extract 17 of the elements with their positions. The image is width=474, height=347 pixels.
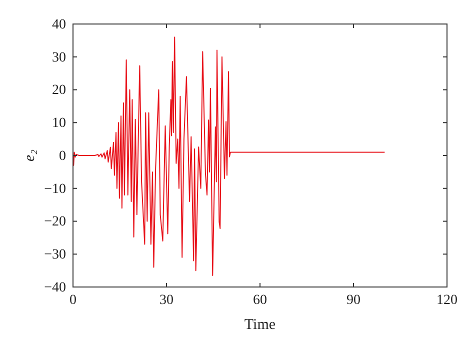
x-tick-label: 30 [160, 292, 174, 308]
y-tick-label: −40 [44, 280, 66, 296]
x-tick-label: 90 [346, 292, 360, 308]
line-series [72, 36, 386, 276]
y-axis-title: e₂ [22, 150, 38, 162]
x-tick-label: 60 [253, 292, 267, 308]
x-tick-label: 120 [436, 292, 458, 308]
y-tick-label: 10 [52, 116, 66, 132]
y-tick-label: 40 [52, 17, 66, 32]
x-tick-label: 0 [70, 292, 76, 308]
y-tick-label: −20 [44, 214, 66, 230]
y-tick-label: 0 [59, 148, 66, 164]
y-tick-label: 20 [52, 83, 66, 98]
y-tick-label: 30 [52, 50, 66, 66]
y-tick-label: −10 [44, 182, 66, 197]
x-axis-title: Time [244, 317, 276, 333]
y-tick-label: −30 [44, 248, 66, 263]
